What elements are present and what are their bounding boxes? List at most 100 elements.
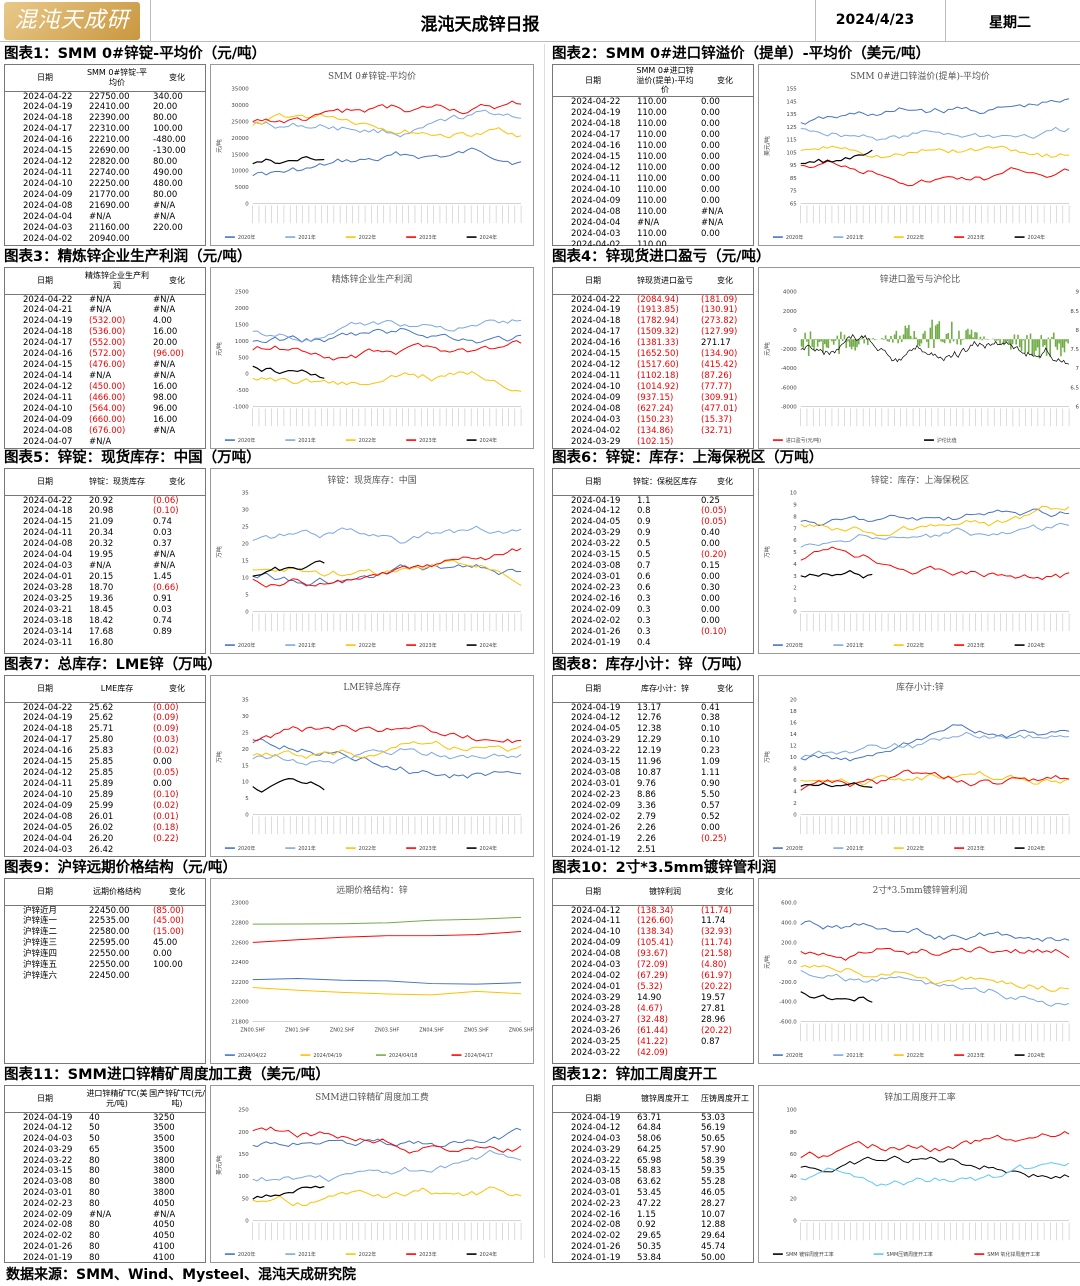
table-cell: 2024-04-15 [23,146,73,157]
y-axis-label: 美元/吨 [763,136,771,156]
table-row: 2024-03-28 (4.67) 27.81 [553,1004,753,1015]
table-row: 2024-02-23 8.86 5.50 [553,790,753,801]
table-cell: 22410.00 [89,102,130,113]
table-cell: 55.28 [701,1177,726,1188]
table-cell: 25.85 [89,768,114,779]
table-cell: 64.25 [637,1144,662,1155]
table-header: 变化 [149,676,205,703]
x-tick-label: ZN01.SHF [285,1027,310,1033]
legend-entry: 2024年 [1028,1052,1046,1059]
table-cell: 1.15 [637,1209,656,1220]
table-row: 2024-04-03 110.00 0.00 [553,229,753,240]
y-tick-label: 0.0 [788,960,797,966]
table-cell: 22550.00 [89,949,130,960]
y-tick-label: 0 [793,328,797,334]
panel-title: 图表2：SMM 0#进口锌溢价（提单）-平均价（美元/吨） [552,46,930,62]
table-cell: 13.17 [637,702,662,713]
table-cell: 80.00 [153,113,178,124]
table-cell: (105.41) [637,938,674,949]
table-cell: 28.96 [701,1015,726,1026]
table-cell: 20.00 [153,102,178,113]
legend-entry: 2022年 [359,1251,377,1258]
table-cell: 2024-04-02 [23,234,73,245]
table-cell: #N/A [89,1209,112,1220]
table-cell: 0.00 [701,572,720,583]
table-cell: 2024-04-09 [571,938,621,949]
table-cell: 0.00 [701,594,720,605]
y-tick-label: 18 [790,709,797,715]
chart-s4: 锌进口盈亏与沪伦比 4000 2000 0 -2000 -4000 -6000 -8000 9 8… [758,267,1080,449]
table-cell: 40 [89,1112,100,1123]
y-tick-label: 16 [790,721,797,727]
table-cell: 2024-04-18 [23,327,73,338]
table-row: 2024-04-14 #N/A #N/A [5,371,205,382]
table-cell: 2024-03-21 [23,605,73,616]
table-cell: 2024-03-15 [23,1166,73,1177]
table-row: 2024-03-25 (41.22) 0.87 [553,1037,753,1048]
table-cell: (138.34) [637,927,674,938]
y-tick-label: 8 [793,767,797,773]
table-cell: 2024-04-09 [23,415,73,426]
table-cell: 2024-04-14 [23,371,73,382]
table-cell: 22595.00 [89,938,130,949]
table-cell: 0.00 [701,107,720,118]
table-cell: 3250 [153,1112,175,1123]
table-cell: 2024-04-04 [571,217,621,228]
table-cell: 沪锌连二 [23,927,58,938]
data-table: 日期 镀锌周度开工 压铸周度开工 2024-04-19 63.71 53.03 2024-0… [552,1085,754,1263]
table-cell: 25.83 [89,746,114,757]
table-cell: 2024-04-12 [571,506,621,517]
table-cell: 2024-04-11 [23,528,73,539]
table-cell: (72.09) [637,960,668,971]
chart-title: 锌加工周度开工率 [884,1091,956,1103]
table-cell [149,845,205,856]
table-row: 2024-03-26 (61.44) (20.22) [553,1026,753,1037]
table-cell: 0.00 [153,779,172,790]
table-cell: 110.00 [637,173,667,184]
table-cell: 0.89 [153,627,172,638]
table-cell: 2024-03-22 [571,746,621,757]
table-cell: (21.58) [701,949,732,960]
table-cell: 2024-01-26 [571,627,621,638]
table-cell: 58.83 [637,1166,662,1177]
chart-canvas: 远期价格结构：锌 23000 22800 22600 22400 22200 22000 21… [224,884,533,1059]
table-row: 2024-04-09 110.00 0.00 [553,196,753,207]
table-cell: 19.95 [89,550,114,561]
legend-entry: 2023年 [419,234,437,241]
x-tick-label: ZN00.SHF [240,1027,265,1033]
table-cell: 0.00 [153,949,172,960]
y-tick-label: 250 [238,1108,249,1114]
table-row: 2024-04-11 (466.00) 98.00 [5,393,205,404]
legend-entry: 2022年 [907,234,925,241]
table-cell: 22750.00 [89,91,130,102]
table-row: 2024-04-19 110.00 0.00 [553,108,753,119]
table-cell: (45.00) [153,916,184,927]
table-row: 2024-04-22 #N/A #N/A [5,294,205,305]
legend-entry: 2024年 [480,1251,498,1258]
table-cell: 2024-02-23 [571,790,621,801]
table-cell: 8.86 [637,790,656,801]
table-row: 沪锌连一 22535.00 (45.00) [5,916,205,927]
table-cell: 2024-04-11 [571,916,621,927]
table-cell: 0.74 [153,616,172,627]
y-tick-label: 200.0 [781,940,797,946]
table-cell: 25.85 [89,757,114,768]
table-cell: (150.23) [637,415,674,426]
table-row: 2024-02-02 29.65 29.64 [553,1231,753,1242]
table-cell: 20.98 [89,506,114,517]
table-cell: 2024-03-26 [571,1026,621,1037]
y-tick-label: 1 [793,598,796,604]
y-tick-label: 5 [245,796,248,802]
table-row: 2024-03-29 65 3500 [5,1145,205,1156]
table-cell: 2024-04-03 [23,223,73,234]
table-cell: 58.39 [701,1155,726,1166]
table-cell: 2024-04-03 [23,845,73,856]
table-cell: (93.67) [637,949,668,960]
table-header: 日期 [5,268,85,295]
table-cell: 480.00 [153,179,183,190]
table-cell: 2024-03-25 [23,594,73,605]
y-tick-label: 145 [786,99,796,105]
table-header: 锌锭：保税区库存 [633,469,697,496]
table-cell: 2024-03-01 [571,779,621,790]
table-cell: 3.36 [637,801,656,812]
